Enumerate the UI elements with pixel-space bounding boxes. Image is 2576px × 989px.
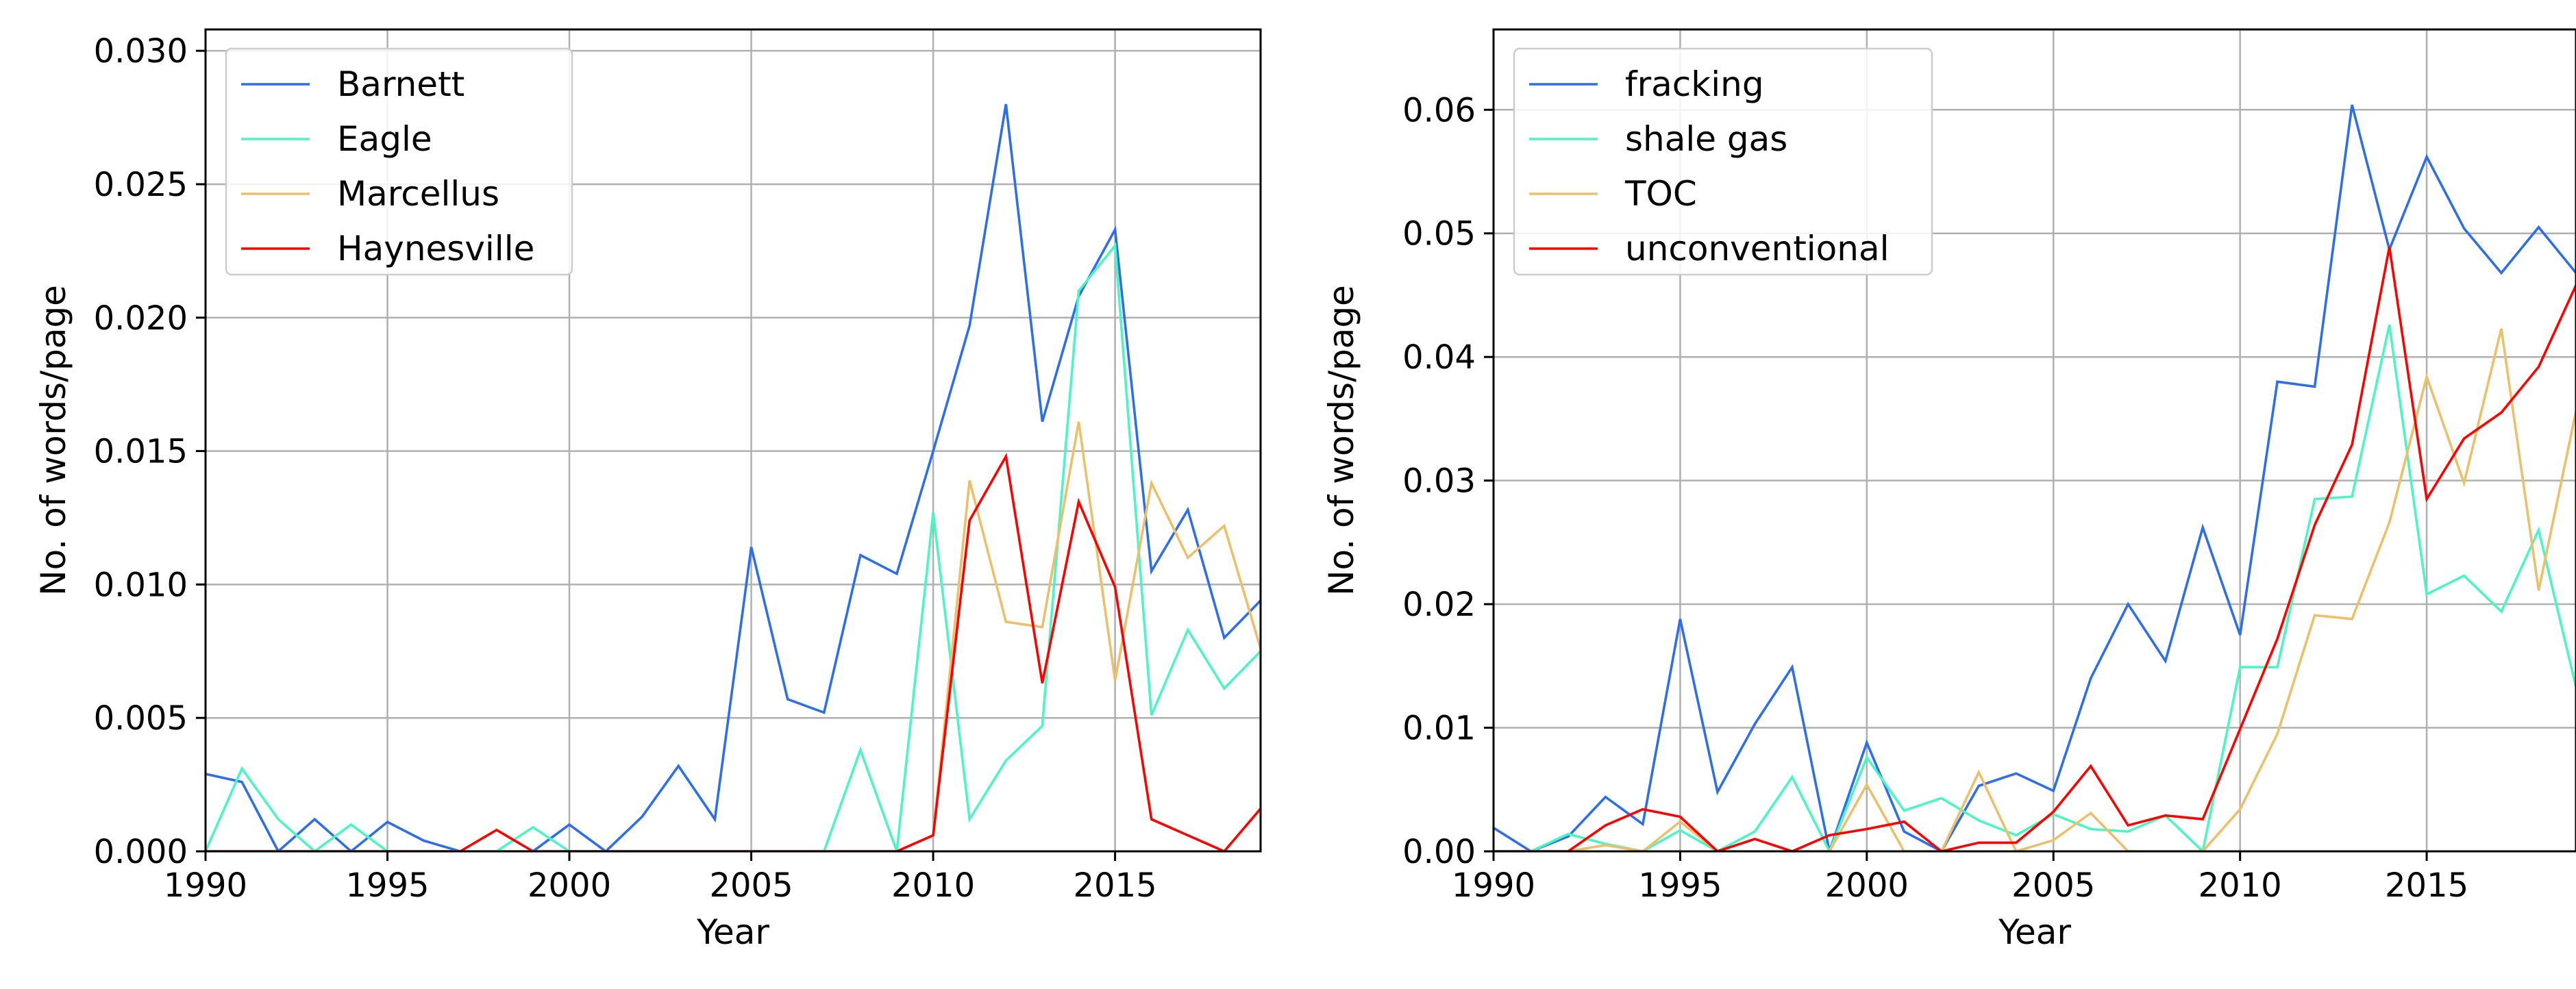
left-chart-legend-label: Haynesville (337, 229, 534, 268)
left-chart-y-axis-label: No. of words/page (34, 285, 73, 596)
right-chart-series-line-unconventional (1494, 247, 2576, 851)
right-chart-y-tick-label: 0.02 (1402, 586, 1476, 624)
left-chart-legend-label: Barnett (337, 64, 465, 104)
left-chart-legend-label: Marcellus (337, 174, 499, 214)
left-chart-x-tick-label: 2000 (528, 866, 611, 905)
right-chart-x-tick-label: 2010 (2199, 866, 2282, 905)
right-chart-y-tick-label: 0.03 (1402, 462, 1476, 501)
left-chart-series-line-marcellus (206, 421, 1261, 851)
right-chart-x-tick-label: 1995 (1638, 866, 1722, 905)
left-chart-axes-frame (204, 28, 1262, 853)
right-chart-series-line-fracking (1494, 104, 2576, 851)
left-chart-y-tick-label: 0.030 (94, 32, 188, 71)
left-chart-series-line-haynesville (206, 453, 1261, 851)
right-chart-y-tick-label: 0.04 (1402, 338, 1476, 377)
left-chart-x-axis-label: Year (696, 912, 769, 952)
left-chart-y-tick-label: 0.015 (94, 433, 188, 471)
right-chart-axes-frame (1492, 28, 2576, 853)
right-chart-y-axis-label: No. of words/page (1322, 285, 1361, 596)
left-chart-series-line-eagle (206, 242, 1261, 851)
right-chart: 1990 1995 2000 2005 2010 2015 0.00 0.01 0.02 0.03… (1322, 28, 2576, 952)
right-chart-legend-label: unconventional (1625, 229, 1890, 268)
right-chart-legend-box (1513, 47, 1933, 276)
right-chart-legend-label: TOC (1624, 174, 1697, 214)
left-chart-x-tick-label: 2005 (709, 866, 793, 905)
right-chart-legend-label: fracking (1625, 64, 1764, 104)
right-chart-y-tick-label: 0.00 (1402, 833, 1476, 871)
left-chart-x-tick-label: 1995 (345, 866, 429, 905)
right-chart-series-line-shale-gas (1494, 324, 2576, 851)
left-chart-x-tick-label: 1990 (164, 866, 247, 905)
left-chart-legend-label: Eagle (337, 119, 432, 159)
right-chart-series-line-toc (1494, 328, 2576, 851)
left-chart-y-tick-label: 0.025 (94, 166, 188, 204)
left-chart-y-tick-label: 0.020 (94, 299, 188, 338)
right-chart-y-tick-label: 0.05 (1402, 215, 1476, 253)
left-chart-x-tick-label: 2010 (891, 866, 975, 905)
left-chart-y-tick-label: 0.010 (94, 566, 188, 604)
right-chart-x-axis-label: Year (1998, 912, 2071, 952)
right-chart-x-tick-label: 1990 (1452, 866, 1535, 905)
right-chart-legend-label: shale gas (1625, 119, 1787, 159)
left-chart-legend-box (225, 47, 573, 276)
left-chart-x-tick-label: 2015 (1074, 866, 1157, 905)
right-chart-x-tick-label: 2005 (2011, 866, 2095, 905)
right-chart-x-tick-label: 2015 (2385, 866, 2468, 905)
right-chart-y-tick-label: 0.01 (1402, 710, 1476, 748)
left-chart-y-tick-label: 0.000 (94, 833, 188, 871)
right-chart-y-tick-label: 0.06 (1402, 91, 1476, 129)
left-chart: 1990 1995 2000 2005 2010 2015 0.000 0.005 0.010 0… (34, 28, 1262, 952)
left-chart-y-tick-label: 0.005 (94, 699, 188, 738)
right-chart-x-tick-label: 2000 (1825, 866, 1909, 905)
